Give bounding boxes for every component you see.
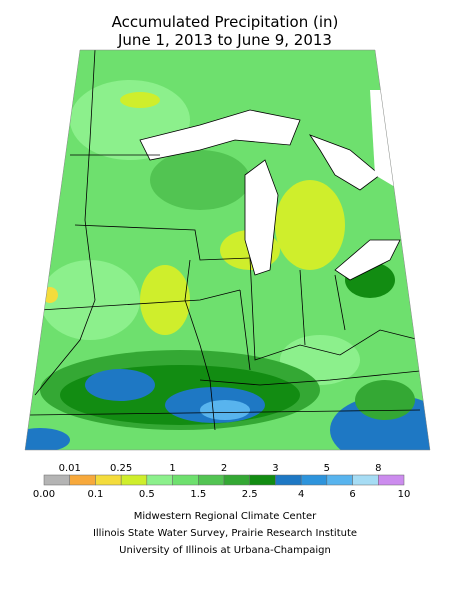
credit: Illinois State Water Survey, Prairie Res… <box>93 528 357 539</box>
legend-label: 1.5 <box>190 489 206 500</box>
legend-label: 4 <box>298 489 304 500</box>
legend-swatch <box>352 474 379 486</box>
legend-swatch <box>275 474 302 486</box>
legend-swatch <box>146 474 173 486</box>
legend-swatch <box>120 474 148 486</box>
legend-swatch <box>95 474 122 486</box>
legend-label: 5 <box>324 463 330 474</box>
legend-swatch <box>69 474 96 486</box>
legend-label: 2 <box>221 463 227 474</box>
legend-label: 6 <box>349 489 355 500</box>
legend-swatch <box>249 474 276 486</box>
legend-label: 0.01 <box>59 463 81 474</box>
title: Accumulated Precipitation (in) <box>112 13 339 31</box>
credit: University of Illinois at Urbana-Champai… <box>119 545 331 556</box>
legend-label: 1 <box>169 463 175 474</box>
legend-label: 0.5 <box>139 489 155 500</box>
precip-map <box>25 50 430 450</box>
legend-swatch <box>172 474 199 486</box>
legend-label: 10 <box>398 489 411 500</box>
legend-swatch <box>198 474 225 486</box>
legend-label: 0.25 <box>110 463 132 474</box>
legend-swatch <box>43 474 70 486</box>
legend-label: 2.5 <box>242 489 258 500</box>
legend-label: 3 <box>272 463 278 474</box>
legend-label: 0.00 <box>33 489 55 500</box>
legend-label: 0.1 <box>87 489 103 500</box>
legend-swatch <box>223 474 250 486</box>
credit: Midwestern Regional Climate Center <box>134 511 317 522</box>
legend-swatch <box>378 474 405 486</box>
legend-swatch <box>326 474 353 486</box>
legend-label: 8 <box>375 463 381 474</box>
legend: 0.01 0.25 1 2 3 5 8 0.00 0.1 0.5 1.5 2.5 4 6 10 <box>33 463 411 500</box>
legend-swatch <box>300 474 328 486</box>
subtitle: June 1, 2013 to June 9, 2013 <box>117 31 332 49</box>
